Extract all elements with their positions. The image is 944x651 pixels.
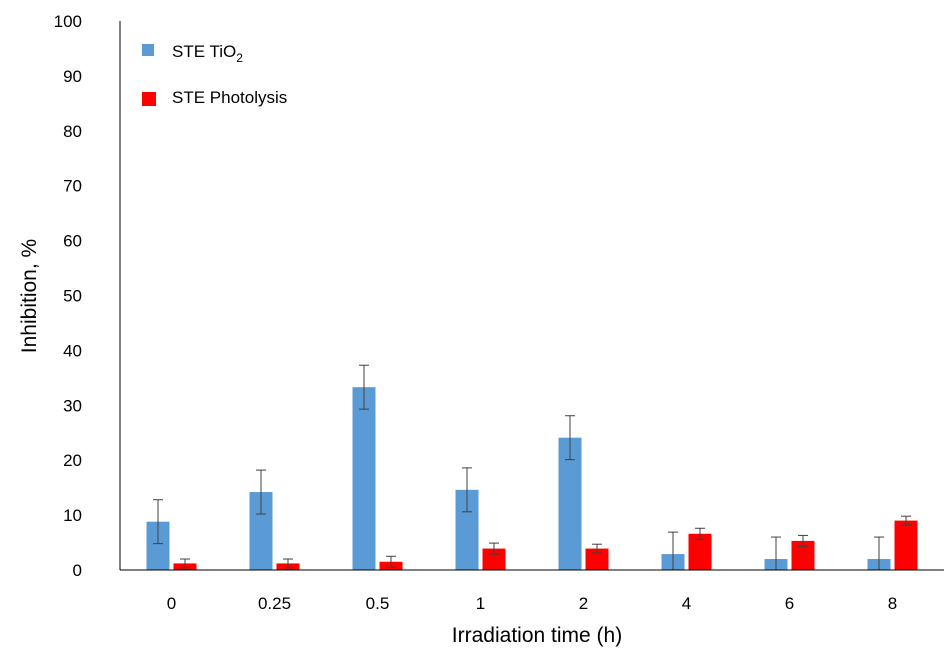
bar-ste-tio2-1 — [455, 489, 479, 570]
bar-ste-photolysis-1 — [482, 548, 506, 570]
x-tick-label-6: 6 — [785, 594, 794, 613]
error-bar-ste-photolysis-8 — [901, 515, 911, 526]
error-bar-ste-photolysis-6 — [798, 534, 808, 547]
x-tick-label-0-25: 0.25 — [258, 594, 291, 613]
error-bar-ste-tio2-2 — [565, 415, 575, 461]
x-tick-label-0-5: 0.5 — [366, 594, 390, 613]
x-tick-label-2: 2 — [579, 594, 588, 613]
error-bars — [153, 364, 911, 571]
error-bar-ste-photolysis-0-5 — [386, 555, 396, 568]
y-tick-label-0: 0 — [73, 561, 82, 580]
error-bar-ste-tio2-0-25 — [256, 469, 266, 515]
error-bar-ste-photolysis-0 — [180, 558, 190, 569]
bar-ste-tio2-2 — [558, 437, 582, 570]
y-tick-labels: 0 10 20 30 40 50 60 70 80 90 100 — [54, 12, 82, 580]
legend-swatch-ste-photolysis — [142, 92, 156, 106]
x-tick-labels: 0 0.25 0.5 1 2 4 6 8 — [167, 594, 897, 613]
bar-ste-photolysis-2 — [585, 548, 609, 570]
bar-ste-photolysis-6 — [791, 540, 815, 570]
x-tick-label-4: 4 — [682, 594, 691, 613]
y-tick-label-90: 90 — [63, 67, 82, 86]
y-tick-label-20: 20 — [63, 451, 82, 470]
error-bar-ste-photolysis-4 — [695, 527, 705, 540]
legend-label-ste-tio2-subscript: 2 — [236, 51, 243, 65]
bar-ste-tio2-0 — [146, 521, 170, 570]
error-bar-ste-tio2-0 — [153, 499, 163, 545]
y-tick-label-10: 10 — [63, 506, 82, 525]
error-bar-ste-tio2-0-5 — [359, 364, 369, 410]
error-bar-ste-tio2-1 — [462, 467, 472, 513]
error-bar-ste-photolysis-2 — [592, 543, 602, 554]
legend-label-ste-tio2-main: STE TiO — [172, 42, 236, 61]
error-bar-ste-photolysis-1 — [489, 542, 499, 555]
y-axis-title: Inhibition, % — [18, 239, 41, 353]
y-tick-label-70: 70 — [63, 177, 82, 196]
bar-ste-photolysis-4 — [688, 533, 712, 570]
y-tick-label-30: 30 — [63, 396, 82, 415]
bar-ste-photolysis-8 — [894, 520, 918, 570]
y-tick-label-60: 60 — [63, 232, 82, 251]
y-tick-label-100: 100 — [54, 12, 82, 31]
x-axis-title: Irradiation time (h) — [452, 624, 622, 647]
bar-ste-tio2-0-5 — [352, 387, 376, 570]
legend-swatch-ste-tio2 — [142, 44, 154, 56]
legend-label-ste-tio2: STE TiO2 — [172, 42, 243, 65]
legend-label-ste-photolysis-main: STE Photolysis — [172, 88, 287, 107]
x-tick-label-1: 1 — [476, 594, 485, 613]
error-bar-ste-photolysis-0-25 — [283, 558, 293, 569]
y-tick-label-40: 40 — [63, 341, 82, 360]
legend-label-ste-photolysis: STE Photolysis — [172, 88, 287, 107]
bars — [146, 387, 918, 570]
legend: STE TiO2 STE Photolysis — [142, 42, 287, 107]
x-tick-label-8: 8 — [888, 594, 897, 613]
y-tick-label-80: 80 — [63, 122, 82, 141]
y-tick-label-50: 50 — [63, 287, 82, 306]
x-tick-label-0: 0 — [167, 594, 176, 613]
bar-ste-tio2-0-25 — [249, 492, 273, 570]
